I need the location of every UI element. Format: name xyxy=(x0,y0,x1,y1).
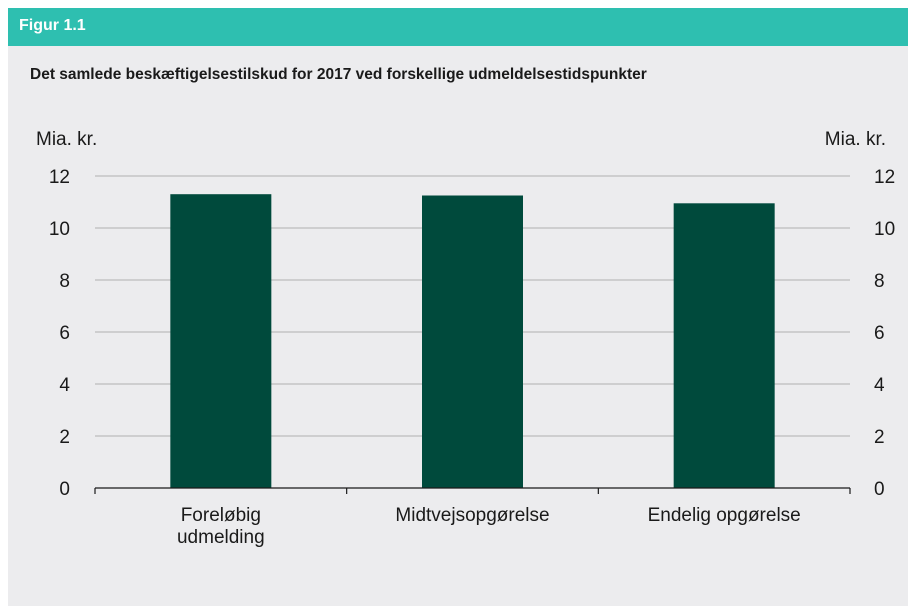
x-axis xyxy=(94,487,851,494)
y-axis-label-right: Mia. kr. xyxy=(825,129,886,150)
y-tick-label-left: 4 xyxy=(59,375,70,396)
y-tick-label-left: 0 xyxy=(59,479,70,500)
y-tick-label-right: 8 xyxy=(874,271,885,292)
x-category-label: Foreløbig udmelding xyxy=(177,505,265,548)
y-tick-label-left: 2 xyxy=(59,427,70,448)
y-tick-label-right: 2 xyxy=(874,427,885,448)
chart-title: Det samlede beskæftigelsestilskud for 20… xyxy=(30,66,647,83)
x-category-labels: Foreløbig udmelding Midtvejsopgørelse Endel… xyxy=(177,505,801,548)
bars xyxy=(170,194,775,489)
y-tick-label-right: 12 xyxy=(874,167,895,188)
figure-label: Figur 1.1 xyxy=(19,17,86,34)
y-axis-label-left: Mia. kr. xyxy=(36,129,97,150)
y-tick-label-right: 0 xyxy=(874,479,885,500)
y-tick-label-left: 6 xyxy=(59,323,70,344)
figure-header: Figur 1.1 xyxy=(8,8,908,46)
y-tick-label-left: 12 xyxy=(49,167,70,188)
y-tick-label-left: 8 xyxy=(59,271,70,292)
y-tick-labels: 0 0 2 2 4 4 6 6 8 8 10 10 12 12 xyxy=(49,167,895,500)
bar xyxy=(673,203,775,489)
x-category-label: Midtvejsopgørelse xyxy=(395,505,549,526)
bar xyxy=(422,195,523,488)
x-category-label: Endelig opgørelse xyxy=(648,505,801,526)
y-tick-label-right: 6 xyxy=(874,323,885,344)
y-tick-label-right: 10 xyxy=(874,219,895,240)
y-tick-label-left: 10 xyxy=(49,219,70,240)
bar xyxy=(170,194,272,488)
y-tick-label-right: 4 xyxy=(874,375,885,396)
